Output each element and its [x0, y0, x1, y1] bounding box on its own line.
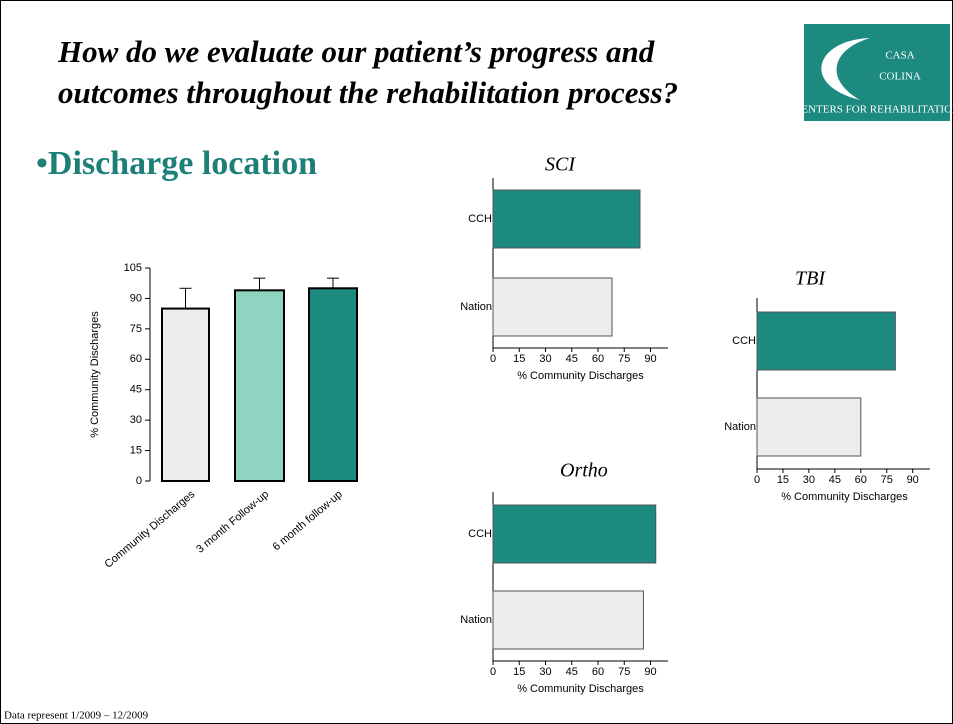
- y-tick-label: 90: [130, 292, 142, 304]
- x-tick-label: 75: [618, 353, 630, 365]
- bar: [492, 590, 644, 650]
- logo-text: COLINA: [879, 71, 921, 83]
- y-tick-label: 0: [136, 475, 142, 487]
- x-tick-label: 75: [618, 666, 630, 678]
- x-tick-label: 60: [592, 666, 604, 678]
- y-tick-label: 15: [130, 444, 142, 456]
- x-tick-label: 75: [881, 474, 893, 486]
- logo-swoosh: [821, 38, 870, 100]
- x-tick-label: 45: [566, 353, 578, 365]
- y-tick-label: CCH: [732, 335, 756, 347]
- y-tick-label: 60: [130, 353, 142, 365]
- y-tick-label: 45: [130, 384, 142, 396]
- x-tick-label: 15: [513, 666, 525, 678]
- logo-text: CASA: [885, 50, 914, 62]
- x-tick-label: 0: [490, 353, 496, 365]
- bar: [161, 307, 210, 483]
- x-axis-label: % Community Discharges: [517, 370, 644, 382]
- x-tick-label: 45: [829, 474, 841, 486]
- x-tick-label: 60: [855, 474, 867, 486]
- y-tick-label: CCH: [468, 528, 492, 540]
- logo-text: CENTERS FOR REHABILITATION: [794, 104, 953, 116]
- y-tick-label: Nation: [724, 421, 756, 433]
- chart-title: SCI: [545, 154, 576, 176]
- bar: [234, 289, 285, 483]
- x-tick-label: 90: [644, 666, 656, 678]
- x-tick-label: 30: [539, 666, 551, 678]
- bar: [492, 189, 641, 249]
- y-tick-label: CCH: [468, 213, 492, 225]
- bar: [492, 504, 657, 564]
- x-tick-label: 30: [803, 474, 815, 486]
- y-tick-label: Nation: [460, 301, 492, 313]
- title-line: How do we evaluate our patient’s progres…: [57, 34, 655, 69]
- x-tick-label: 60: [592, 353, 604, 365]
- bar: [756, 311, 896, 371]
- x-tick-label: 15: [513, 353, 525, 365]
- x-tick-label: 15: [777, 474, 789, 486]
- y-tick-label: 30: [130, 414, 142, 426]
- x-tick-label: 0: [754, 474, 760, 486]
- bar: [308, 287, 358, 482]
- chart-title: TBI: [795, 268, 826, 290]
- x-tick-label: 45: [566, 666, 578, 678]
- y-tick-label: 75: [130, 323, 142, 335]
- x-tick-label: 30: [539, 353, 551, 365]
- y-axis-label: % Community Discharges: [89, 311, 101, 438]
- y-tick-label: Nation: [460, 614, 492, 626]
- bar: [756, 397, 862, 457]
- footnote: Data represent 1/2009 – 12/2009: [4, 710, 149, 722]
- x-tick-label: 90: [644, 353, 656, 365]
- x-axis-label: % Community Discharges: [517, 683, 644, 695]
- x-tick-label: 90: [907, 474, 919, 486]
- title-line: outcomes throughout the rehabilitation p…: [58, 75, 678, 110]
- bar: [492, 277, 613, 337]
- y-tick-label: 105: [124, 262, 142, 274]
- chart-title: Ortho: [560, 460, 608, 482]
- x-axis-label: % Community Discharges: [781, 491, 908, 503]
- heading: •Discharge location: [36, 145, 317, 182]
- x-tick-label: 0: [490, 666, 496, 678]
